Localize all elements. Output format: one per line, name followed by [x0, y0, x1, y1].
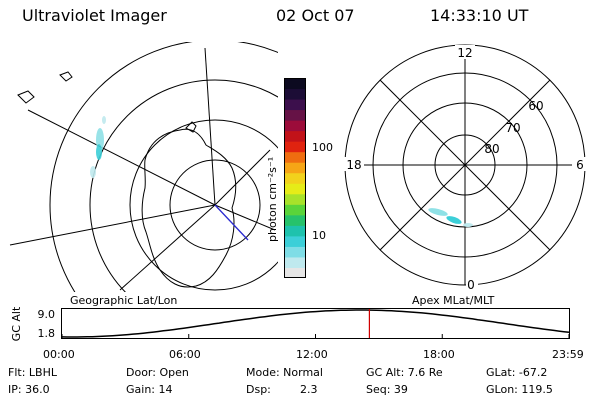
aurora-emission [463, 223, 473, 227]
glon-info: GLon: 119.5 [486, 383, 553, 396]
colorbar-segment [284, 99, 306, 111]
mlt-label-6: 6 [576, 158, 584, 172]
geo-meridian [214, 149, 271, 206]
colorbar-segment [284, 246, 306, 258]
mlt-label-18: 18 [346, 158, 361, 172]
antarctica-coastline [141, 128, 237, 288]
geo-meridian [204, 47, 216, 206]
mag-panel-label: Apex MLat/MLT [412, 294, 495, 307]
mlt-line-diagonal [379, 79, 551, 251]
glat-info: GLat: -67.2 [486, 366, 548, 379]
colorbar-segment [284, 109, 306, 121]
ip-info: IP: 36.0 [8, 383, 50, 396]
aurora-emission [428, 208, 448, 216]
colorbar-segment [284, 141, 306, 153]
geographic-map-panel [9, 42, 278, 292]
date-label: 02 Oct 07 [276, 6, 355, 25]
filter-info: Flt: LBHL [8, 366, 57, 379]
coastline-island [59, 71, 73, 82]
colorbar-segment [284, 130, 306, 142]
xtick-1200: 12:00 [296, 348, 328, 361]
colorbar-segment [284, 120, 306, 132]
dsp-value: 2.3 [300, 383, 318, 396]
mode-info: Mode: Normal [246, 366, 323, 379]
geo-meridian [119, 204, 216, 291]
colorbar-segment [284, 162, 306, 174]
colorbar-segment [284, 78, 306, 90]
colorbar-tick-10: 10 [312, 229, 326, 242]
mlat-label-70: 70 [505, 121, 520, 135]
colorbar-tick-100: 100 [312, 141, 333, 154]
aurora-emission [446, 216, 462, 224]
ytick-high: 9.0 [38, 308, 56, 321]
aurora-emission [90, 166, 96, 178]
geo-lat-circle [49, 42, 278, 292]
mlat-label-60: 60 [528, 99, 543, 113]
xtick-1800: 18:00 [423, 348, 455, 361]
colorbar-segment [284, 183, 306, 195]
geo-meridian [9, 204, 216, 246]
mlt-label-12: 12 [457, 46, 472, 60]
gain-info: Gain: 14 [126, 383, 173, 396]
colorbar-segment [284, 214, 306, 226]
colorbar-segment [284, 151, 306, 163]
seq-info: Seq: 39 [366, 383, 408, 396]
mlat-label-80: 80 [484, 142, 499, 156]
colorbar-unit-label: photon cm⁻²s⁻¹ [266, 156, 279, 242]
geo-lat-circle [89, 79, 278, 292]
time-label: 14:33:10 UT [430, 6, 529, 25]
coastline-island [17, 90, 35, 104]
app-title: Ultraviolet Imager [22, 6, 167, 25]
mlt-label-0: 0 [467, 278, 475, 292]
geo-lat-circle [129, 119, 278, 291]
colorbar-segment [284, 256, 306, 268]
aurora-emission [102, 116, 106, 124]
colorbar-segment [284, 88, 306, 100]
door-info: Door: Open [126, 366, 189, 379]
ytick-low: 1.8 [38, 327, 56, 340]
geo-meridian [27, 109, 216, 206]
orbit-track [214, 204, 249, 241]
altitude-curve [61, 309, 570, 338]
geo-panel-label: Geographic Lat/Lon [70, 294, 178, 307]
color-scale-bar [284, 78, 306, 278]
xtick-0600: 06:00 [169, 348, 201, 361]
geo-lat-circle [169, 159, 261, 251]
dsp-label: Dsp: [246, 383, 271, 396]
coastline-island [185, 121, 197, 133]
colorbar-segment [284, 172, 306, 184]
timeline-ylabel: GC Alt [10, 306, 23, 341]
xtick-0000: 00:00 [43, 348, 75, 361]
aurora-emission [96, 144, 102, 160]
colorbar-segment [284, 204, 306, 216]
colorbar-segment [284, 193, 306, 205]
xtick-2359: 23:59 [552, 348, 584, 361]
colorbar-segment [284, 225, 306, 237]
timeline-frame [61, 308, 570, 339]
altitude-timeline: 9.0 1.8 GC Alt [10, 306, 570, 341]
colorbar-segment [284, 235, 306, 247]
geo-meridian [214, 204, 276, 231]
gc-alt-info: GC Alt: 7.6 Re [366, 366, 443, 379]
colorbar-segment [284, 267, 306, 278]
magnetic-polar-plot: 12 18 6 0 60 70 80 [344, 44, 586, 292]
